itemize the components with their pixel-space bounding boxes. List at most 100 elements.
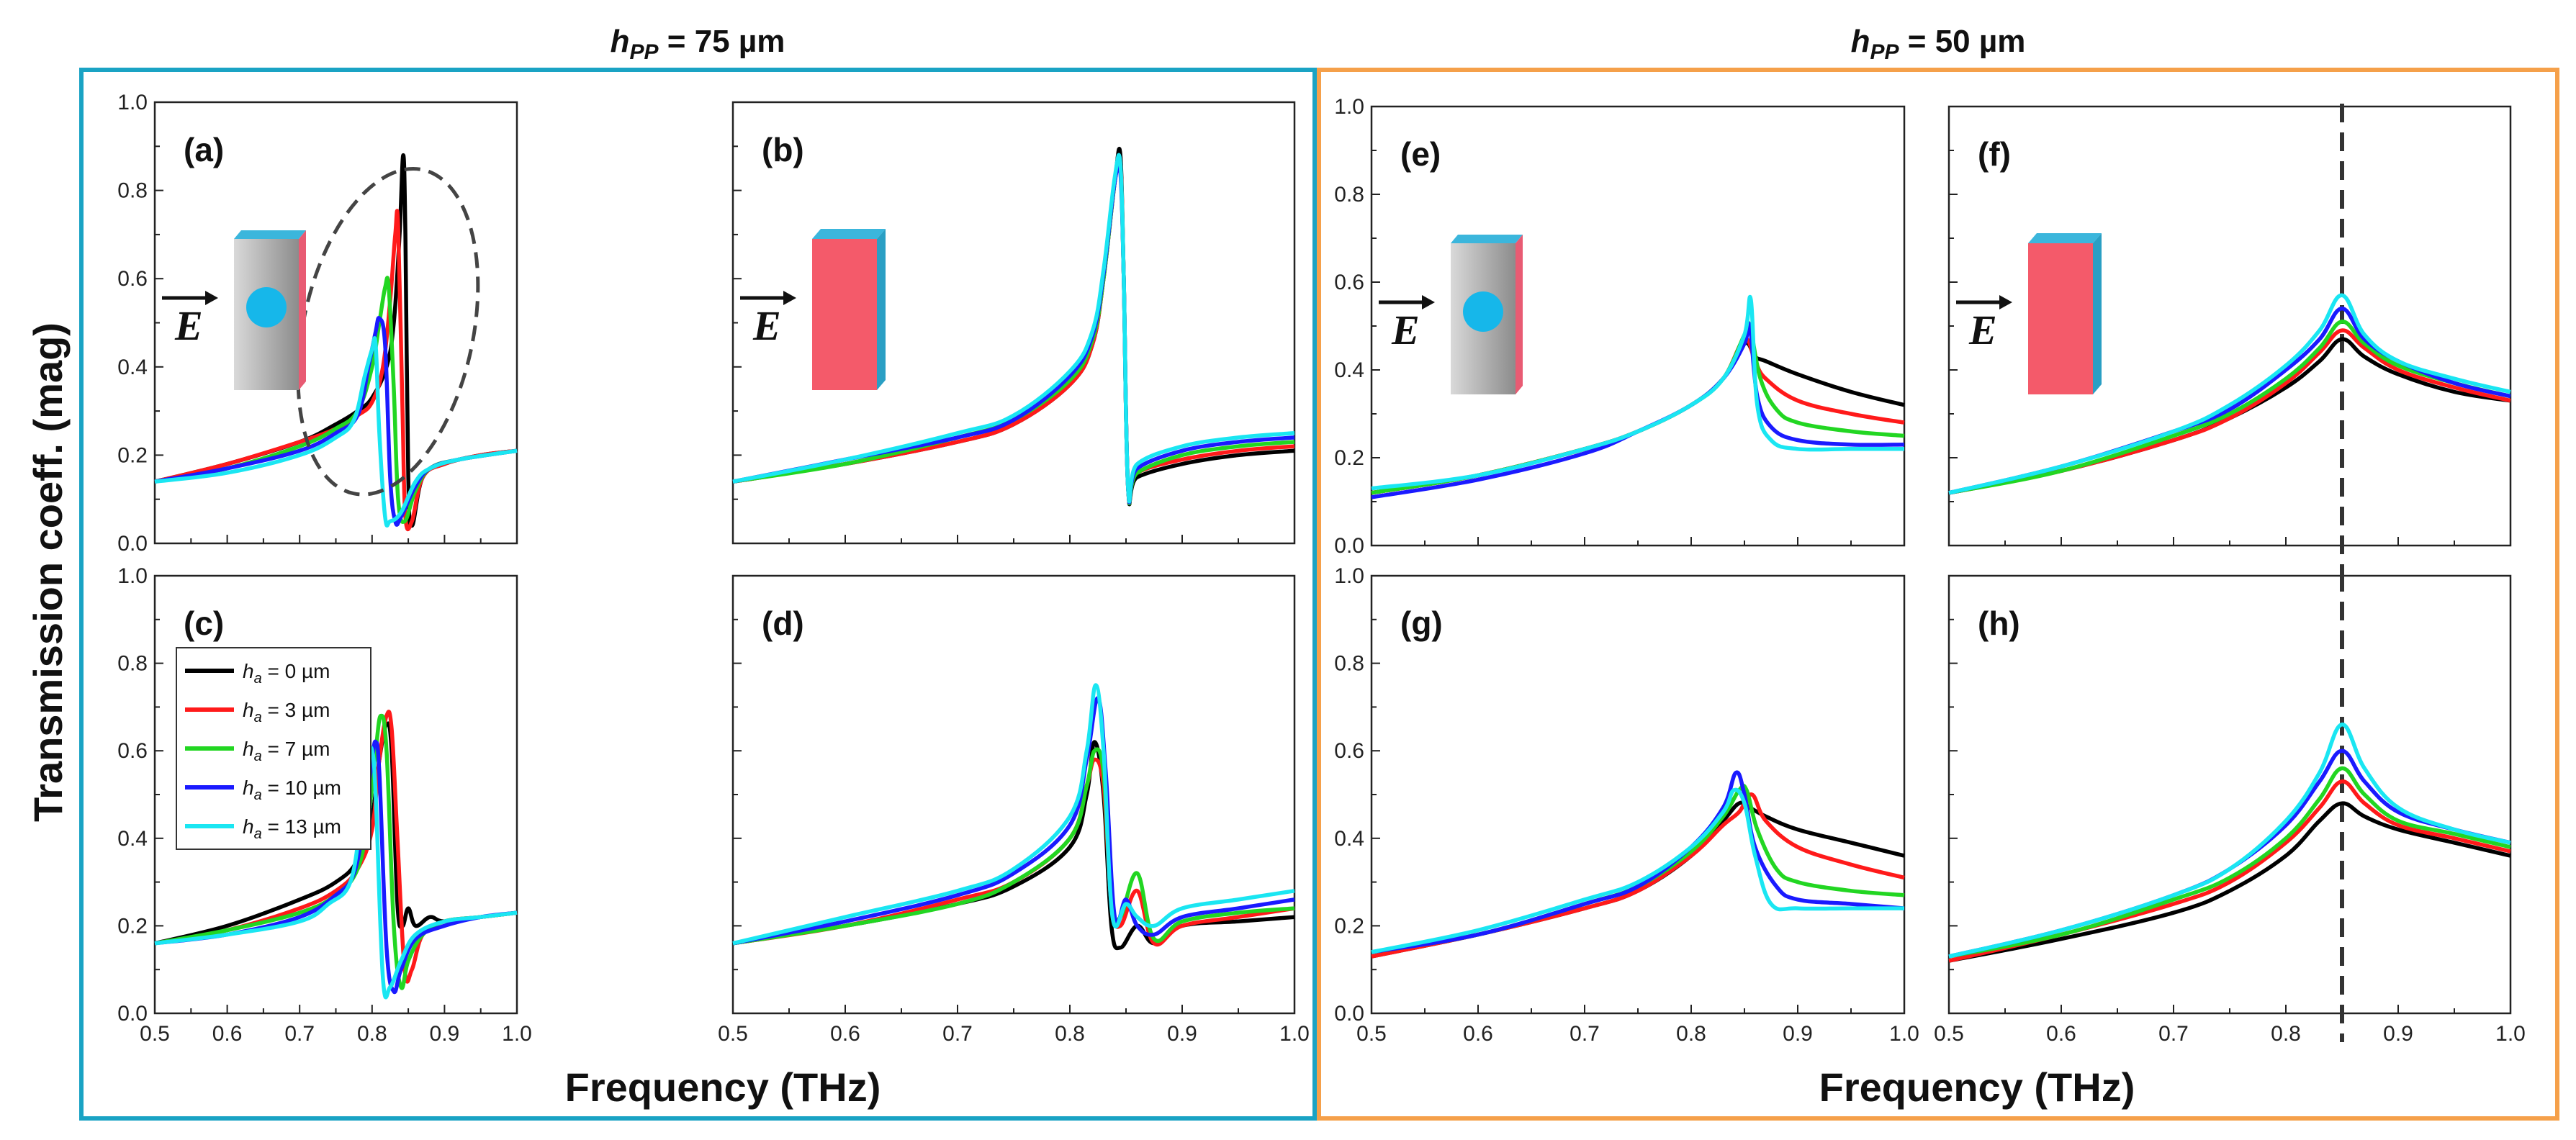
y-tick-label: 0.0 <box>117 532 148 556</box>
panel-label: (d) <box>762 605 804 642</box>
series-line-4 <box>1371 787 1904 954</box>
x-tick-label: 0.6 <box>212 1022 243 1046</box>
slab-hole <box>246 287 287 327</box>
panel-b: (b) E <box>731 101 1296 545</box>
y-tick-label: 0.8 <box>117 179 148 203</box>
x-tick-label: 0.6 <box>2046 1022 2076 1046</box>
x-tick-label: 0.6 <box>1463 1022 1493 1046</box>
legend-entry: ha = 0 µm <box>243 660 330 687</box>
panel-h: 0.5 0.6 0.7 0.8 0.9 1.0 (h) <box>1934 573 2526 1046</box>
efield-arrowhead <box>205 291 218 305</box>
y-tick-label: 0.8 <box>1334 183 1364 207</box>
series-line-4 <box>154 746 518 1000</box>
y-tick-label: 0.0 <box>1334 1002 1364 1026</box>
x-tick-label: 0.8 <box>2271 1022 2301 1046</box>
series-line-0 <box>1948 801 2511 963</box>
panel-d: 0.5 0.6 0.7 0.8 0.9 1.0 (d) <box>718 574 1310 1046</box>
y-tick-label: 0.4 <box>1334 358 1364 382</box>
series-line-4 <box>1371 295 1904 491</box>
y-tick-label: 0.6 <box>1334 271 1364 294</box>
legend-entry: ha = 10 µm <box>243 777 341 803</box>
series-line-3 <box>1371 770 1905 954</box>
x-tick-label: 0.8 <box>1055 1022 1085 1046</box>
panel-label: (e) <box>1400 135 1441 173</box>
x-tick-label: 0.9 <box>2383 1022 2413 1046</box>
y-tick-label: 0.4 <box>1334 827 1364 851</box>
y-tick-label: 0.4 <box>117 827 148 851</box>
efield-label: E <box>752 302 781 349</box>
series-line-2 <box>1948 320 2511 495</box>
series-line-3 <box>154 739 518 995</box>
panel-f: (f) E <box>1947 104 2512 574</box>
series-line-1 <box>732 757 1295 947</box>
y-tick-label: 1.0 <box>117 91 148 114</box>
y-tick-label: 1.0 <box>117 564 148 588</box>
series-line-4 <box>1948 722 2511 959</box>
x-axis-title-left: Frequency (THz) <box>565 1064 881 1110</box>
x-tick-label: 0.6 <box>830 1022 860 1046</box>
y-tick-label: 0.2 <box>1334 914 1364 938</box>
panel-e: 0.0 0.2 0.4 0.6 0.8 1.0 (e) E <box>1334 95 1906 558</box>
slab-side-face <box>877 229 886 390</box>
panel-g: 0.0 0.2 0.4 0.6 0.8 1.0 0.5 0.6 0.7 0.8 0.9 1.0 (g) <box>1334 564 1919 1046</box>
red-slab <box>2028 243 2093 394</box>
efield-label: E <box>1968 307 1997 353</box>
right-group-title: hPP = 50 µm <box>1851 24 2026 64</box>
y-tick-label: 1.0 <box>1334 95 1364 119</box>
x-axis-title-right: Frequency (THz) <box>1819 1064 2135 1110</box>
x-tick-label: 1.0 <box>1889 1022 1919 1046</box>
panel-label: (g) <box>1400 605 1443 642</box>
x-tick-label: 0.5 <box>718 1022 748 1046</box>
plot-frame <box>1370 574 1906 1015</box>
x-tick-label: 0.7 <box>1570 1022 1600 1046</box>
y-tick-label: 0.8 <box>117 652 148 676</box>
slab-side-face <box>2093 233 2102 394</box>
y-tick-label: 0.4 <box>117 356 148 379</box>
efield-arrowhead <box>783 291 796 305</box>
efield-label: E <box>174 302 203 349</box>
x-tick-label: 0.7 <box>942 1022 973 1046</box>
slab-top-face <box>1451 235 1523 243</box>
panel-label: (h) <box>1978 605 2020 642</box>
x-tick-label: 0.7 <box>2158 1022 2189 1046</box>
panel-c: 0.0 0.2 0.4 0.6 0.8 1.0 0.5 0.6 0.7 0.8 0.9 1.0 (c) h… <box>117 564 532 1046</box>
series-line-4 <box>732 683 1295 946</box>
y-tick-label: 0.2 <box>117 914 148 938</box>
series-line-4 <box>1948 293 2511 495</box>
x-tick-label: 0.8 <box>1676 1022 1706 1046</box>
x-tick-label: 1.0 <box>502 1022 532 1046</box>
slab-top-face <box>812 229 886 239</box>
red-slab <box>812 239 877 390</box>
y-tick-label: 0.2 <box>1334 446 1364 470</box>
panels-layer: 0.00.20.40.60.81.0(a)E(b)E0.00.20.40.60.… <box>117 91 2526 1046</box>
y-tick-label: 0.0 <box>117 1002 148 1026</box>
y-tick-label: 0.6 <box>1334 739 1364 763</box>
left-group-title: hPP = 75 µm <box>611 24 785 64</box>
x-tick-label: 1.0 <box>1279 1022 1310 1046</box>
efield-label: E <box>1391 307 1420 353</box>
slab-side-face <box>1516 235 1523 394</box>
y-tick-label: 0.6 <box>117 739 148 763</box>
panel-label: (a) <box>184 131 224 168</box>
efield-arrowhead <box>1999 295 2012 309</box>
slab-top-face <box>234 230 306 239</box>
panel-a: 0.0 0.2 0.4 0.6 0.8 1.0 (a) E <box>117 91 518 556</box>
legend-entry: ha = 13 µm <box>243 815 341 842</box>
x-tick-label: 0.5 <box>140 1022 170 1046</box>
x-tick-label: 0.9 <box>1167 1022 1197 1046</box>
x-tick-label: 0.9 <box>1783 1022 1813 1046</box>
y-tick-label: 0.6 <box>117 267 148 291</box>
x-tick-label: 0.5 <box>1356 1022 1387 1046</box>
slab-top-face <box>2028 233 2102 243</box>
x-tick-label: 0.9 <box>430 1022 460 1046</box>
x-tick-label: 0.8 <box>357 1022 387 1046</box>
legend-entry: ha = 7 µm <box>243 738 330 764</box>
y-axis-title: Transmission coeff. (mag) <box>25 322 71 822</box>
panel-label: (c) <box>184 605 224 642</box>
panel-label: (f) <box>1978 135 2011 173</box>
series-line-4 <box>732 153 1295 504</box>
x-tick-label: 1.0 <box>2495 1022 2526 1046</box>
y-tick-label: 0.0 <box>1334 534 1364 558</box>
series-line-4 <box>154 336 518 528</box>
